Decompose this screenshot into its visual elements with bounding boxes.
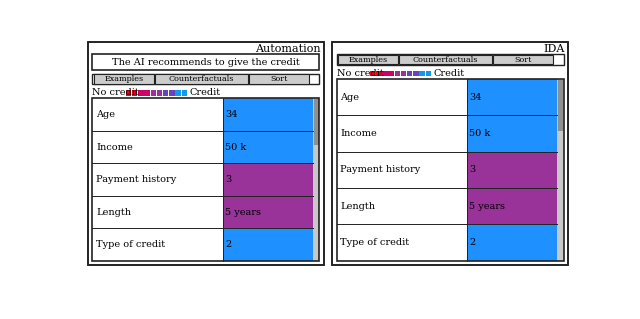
- Text: Credit: Credit: [189, 88, 220, 97]
- Bar: [314, 99, 319, 145]
- Bar: [313, 98, 319, 261]
- Bar: [332, 42, 568, 265]
- Text: 2: 2: [469, 238, 476, 247]
- Bar: [395, 71, 400, 76]
- Text: 5 years: 5 years: [225, 208, 261, 217]
- Text: 5 years: 5 years: [469, 202, 506, 211]
- Bar: [467, 115, 557, 152]
- Text: Credit: Credit: [433, 69, 465, 78]
- Text: Income: Income: [340, 129, 377, 138]
- Text: 3: 3: [469, 166, 476, 174]
- Bar: [337, 79, 557, 261]
- Text: Automation: Automation: [255, 44, 320, 55]
- Bar: [557, 79, 564, 261]
- Bar: [337, 55, 564, 65]
- Text: Type of credit: Type of credit: [340, 238, 410, 247]
- Text: The AI recommends to give the credit: The AI recommends to give the credit: [112, 58, 300, 67]
- Bar: [157, 90, 162, 96]
- Bar: [376, 71, 381, 76]
- Bar: [88, 42, 324, 265]
- Text: No credit: No credit: [92, 88, 139, 97]
- Bar: [370, 71, 375, 76]
- Bar: [175, 90, 180, 96]
- Bar: [163, 90, 168, 96]
- Text: 34: 34: [225, 110, 238, 119]
- Bar: [132, 90, 138, 96]
- Bar: [399, 55, 492, 64]
- Bar: [223, 163, 313, 196]
- Text: No credit: No credit: [337, 69, 383, 78]
- Bar: [223, 196, 313, 228]
- Bar: [467, 188, 557, 225]
- Text: Counterfactuals: Counterfactuals: [169, 75, 234, 83]
- Text: Examples: Examples: [348, 56, 387, 64]
- Bar: [223, 98, 313, 131]
- Text: Payment history: Payment history: [96, 175, 177, 184]
- Bar: [92, 74, 319, 85]
- Bar: [92, 55, 319, 70]
- Text: IDA: IDA: [543, 44, 564, 55]
- Text: Payment history: Payment history: [340, 166, 420, 174]
- Bar: [558, 80, 563, 131]
- Bar: [382, 71, 388, 76]
- Text: 50 k: 50 k: [469, 129, 491, 138]
- Bar: [92, 98, 313, 261]
- Bar: [332, 42, 568, 265]
- Text: 2: 2: [225, 240, 232, 249]
- Bar: [467, 79, 557, 115]
- Bar: [182, 90, 187, 96]
- Bar: [94, 74, 154, 84]
- Text: 50 k: 50 k: [225, 143, 246, 152]
- Bar: [388, 71, 394, 76]
- Text: Type of credit: Type of credit: [96, 240, 165, 249]
- Bar: [92, 98, 319, 261]
- Bar: [337, 79, 564, 261]
- Bar: [138, 90, 143, 96]
- Bar: [223, 131, 313, 163]
- Bar: [145, 90, 150, 96]
- Bar: [155, 74, 248, 84]
- Text: Income: Income: [96, 143, 133, 152]
- Bar: [88, 42, 324, 265]
- Text: Length: Length: [96, 208, 131, 217]
- Bar: [493, 55, 553, 64]
- Text: Sort: Sort: [271, 75, 288, 83]
- Bar: [338, 55, 398, 64]
- Bar: [401, 71, 406, 76]
- Text: 3: 3: [225, 175, 232, 184]
- Bar: [249, 74, 309, 84]
- Bar: [419, 71, 425, 76]
- Bar: [169, 90, 175, 96]
- Text: 34: 34: [469, 93, 482, 102]
- Bar: [125, 90, 131, 96]
- Bar: [467, 225, 557, 261]
- Text: Age: Age: [340, 93, 360, 102]
- Text: Examples: Examples: [104, 75, 143, 83]
- Bar: [150, 90, 156, 96]
- Bar: [223, 228, 313, 261]
- Bar: [426, 71, 431, 76]
- Text: Length: Length: [340, 202, 376, 211]
- Bar: [413, 71, 419, 76]
- Bar: [407, 71, 412, 76]
- Text: Age: Age: [96, 110, 115, 119]
- Text: Counterfactuals: Counterfactuals: [413, 56, 478, 64]
- Bar: [467, 152, 557, 188]
- Text: Sort: Sort: [515, 56, 532, 64]
